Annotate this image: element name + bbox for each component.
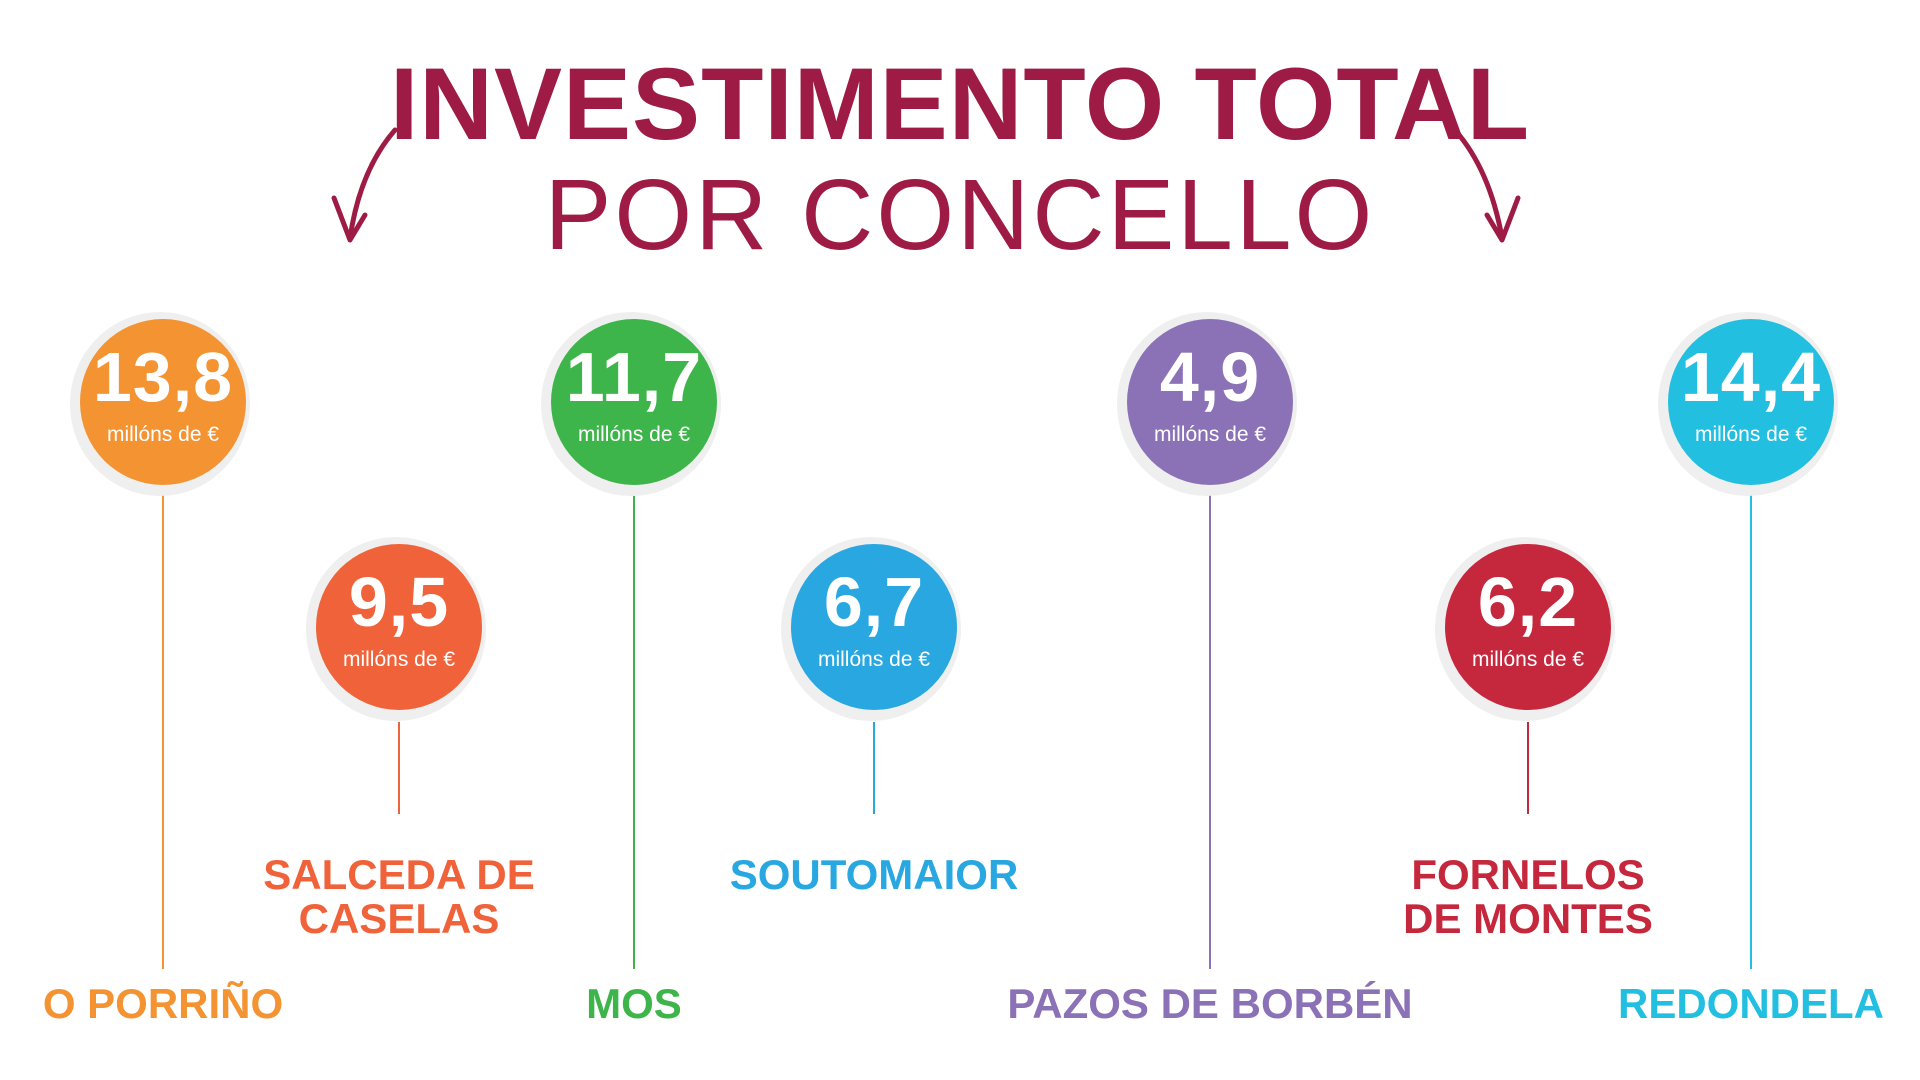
unit: millóns de € [577,423,691,446]
value: 6,7 [823,563,925,641]
unit: millóns de € [106,423,220,446]
municipality-name: SALCEDA DE CASELAS [99,853,699,941]
value-circle: 4,9 millóns de € [1127,319,1293,485]
title-line2: POR CONCELLO [544,159,1376,271]
value: 11,7 [565,338,703,416]
value-circle: 6,2 millóns de € [1445,544,1611,710]
value: 4,9 [1159,338,1261,416]
connector-line [1527,722,1529,814]
connector-line [398,722,400,814]
municipality-name: REDONDELA [1617,980,1884,1027]
name-line1: FORNELOS [1411,851,1645,898]
value-circle: 9,5 millóns de € [316,544,482,710]
name-line2: CASELAS [298,895,500,942]
municipality-name: MOS [586,980,682,1027]
value: 13,8 [92,338,234,416]
municipality-name: SOUTOMAIOR [729,851,1019,898]
left-arrow-icon [331,127,398,243]
value-circle: 13,8 millóns de € [80,319,246,485]
name-line1: SALCEDA DE [263,851,535,898]
value: 14,4 [1680,338,1822,416]
value: 9,5 [348,563,450,641]
unit: millóns de € [1471,648,1585,671]
unit: millóns de € [1153,423,1267,446]
connector-line [1209,492,1211,969]
title-line1: INVESTIMENTO TOTAL [389,47,1531,161]
right-arrow-icon [1452,127,1521,243]
unit: millóns de € [1694,423,1808,446]
connector-line [873,722,875,814]
connector-line [1750,492,1752,969]
name-line2: DE MONTES [1403,895,1653,942]
municipality-name: PAZOS DE BORBÉN [1007,980,1413,1027]
connector-line [162,492,164,969]
value-circle: 11,7 millóns de € [551,319,717,485]
unit: millóns de € [817,648,931,671]
municipality-name: O PORRIÑO [42,980,284,1027]
value-circle: 14,4 millóns de € [1668,319,1834,485]
value-circle: 6,7 millóns de € [791,544,957,710]
unit: millóns de € [342,648,456,671]
connector-line [633,492,635,969]
municipality-name: FORNELOS DE MONTES [1228,853,1828,941]
value: 6,2 [1477,563,1579,641]
